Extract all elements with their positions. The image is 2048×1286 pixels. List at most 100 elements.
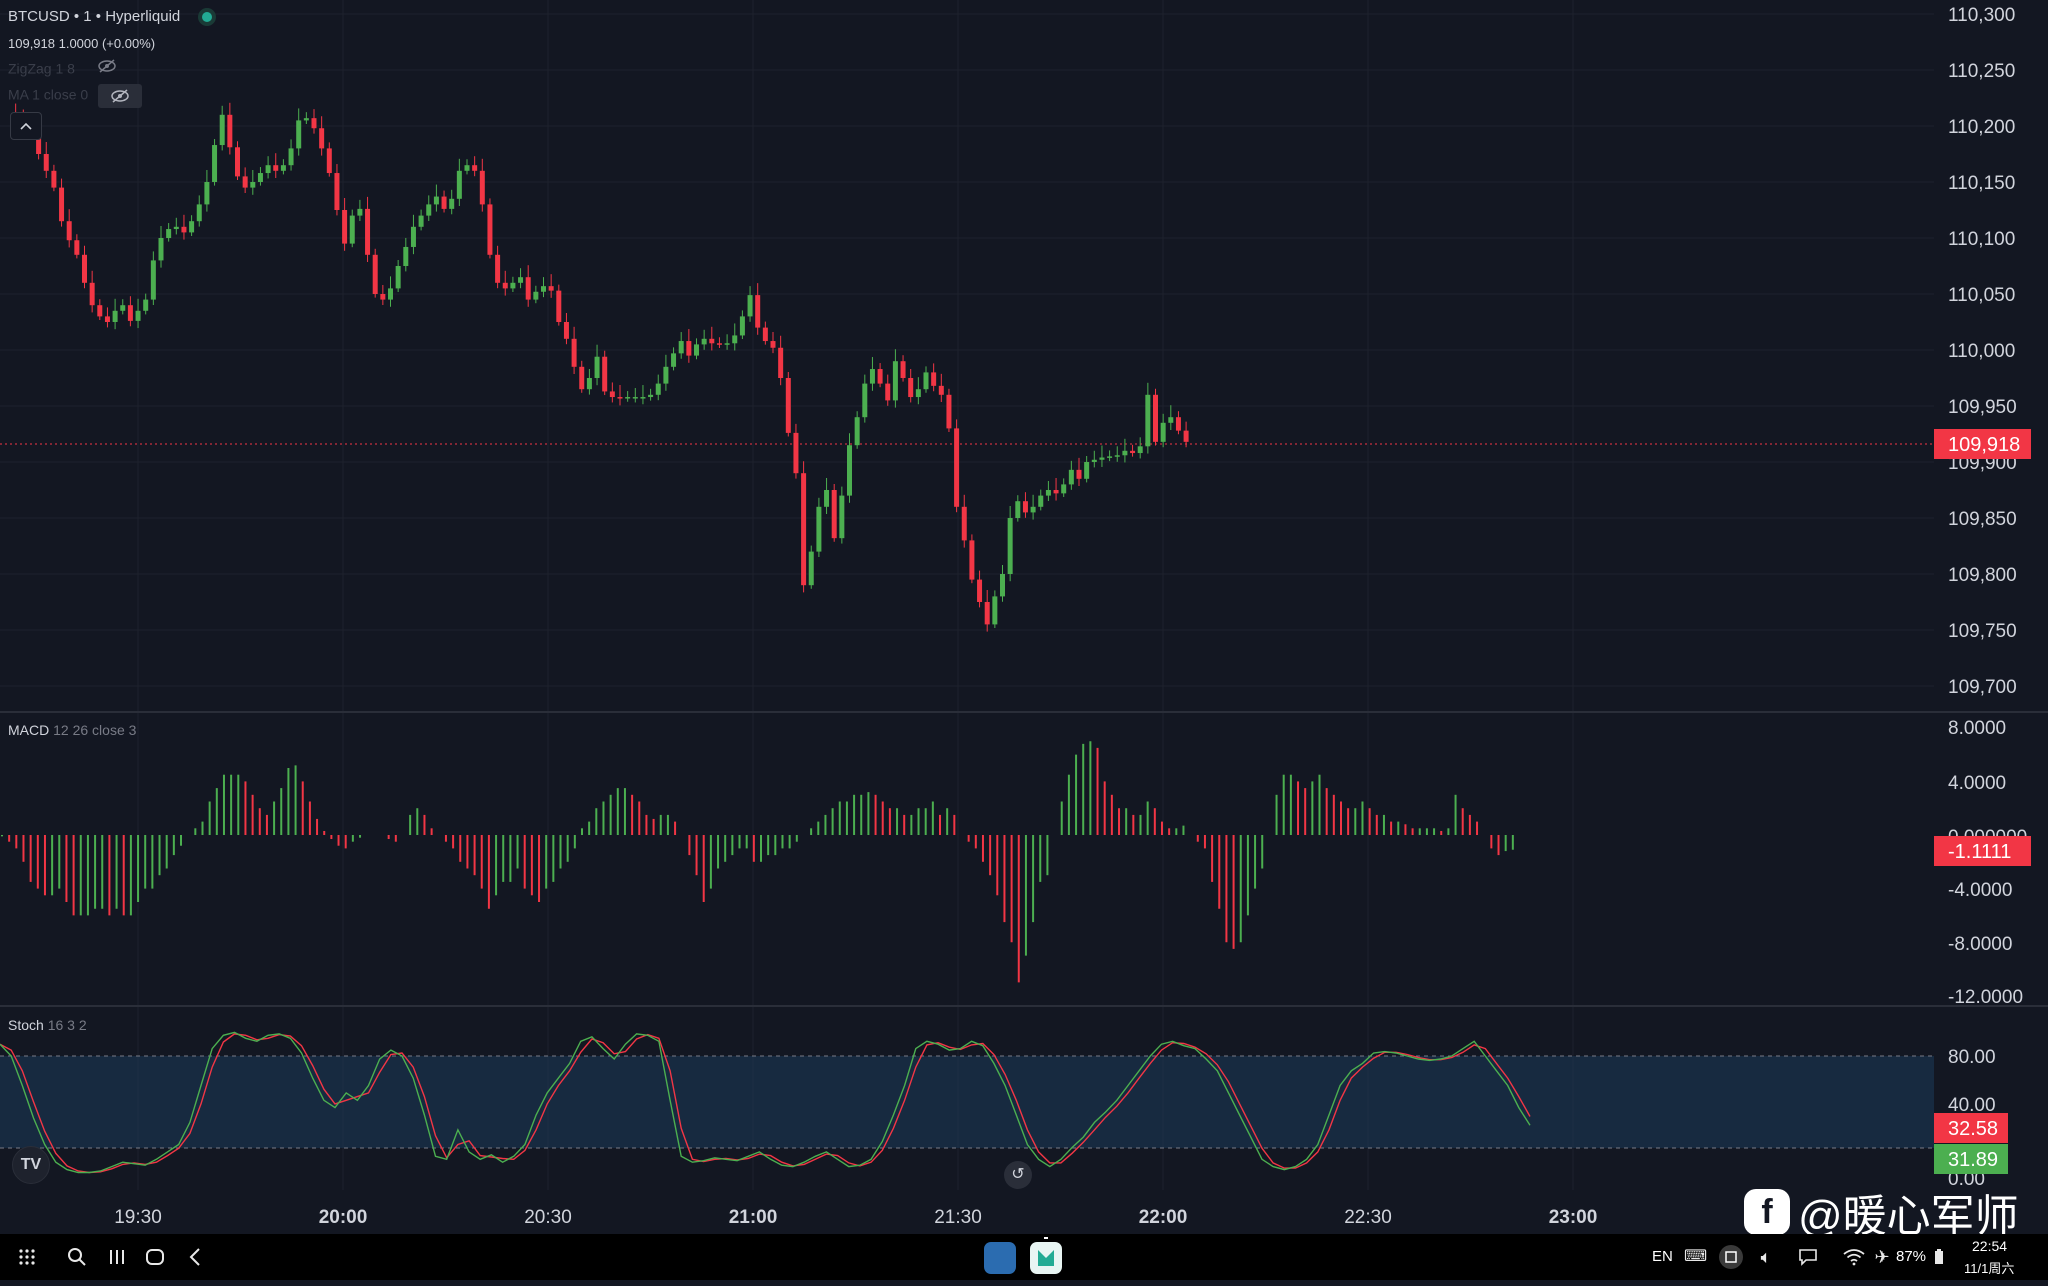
taskbar[interactable]: EN ⌨ 🔈︎ ✈ 87% 22:54 11/1周六 xyxy=(0,1234,2048,1280)
candle-body xyxy=(410,226,416,247)
chart-svg[interactable]: 110,300 110,250 110,200 110,150 110,100 110,0… xyxy=(0,0,2048,1234)
macd-legend[interactable]: MACD 12 26 close 3 xyxy=(8,722,136,738)
time-tick-label: 21:30 xyxy=(934,1207,982,1228)
notification-icon[interactable] xyxy=(1796,1234,1820,1280)
stoch-axis[interactable]: 80.00 40.00 0.00 xyxy=(1948,1047,1996,1190)
tradingview-app-icon[interactable] xyxy=(1030,1242,1062,1274)
candle-body xyxy=(862,383,868,418)
stoch-d-label: 31.89 xyxy=(1948,1149,1998,1171)
interval-label: • 1 • xyxy=(73,8,102,25)
candle-body xyxy=(1137,446,1143,454)
candle-body xyxy=(43,154,49,171)
candle-body xyxy=(112,310,118,322)
candle-body xyxy=(678,341,684,354)
candle-body xyxy=(273,165,279,171)
macd-axis[interactable]: 8.00004.00000.000000-4.0000-8.0000-12.00… xyxy=(1948,718,2027,1008)
candle-body xyxy=(1122,450,1128,456)
hidden-eye-icon[interactable] xyxy=(98,84,143,108)
watermark: f @暖心军师 xyxy=(1744,1180,2019,1244)
candle-body xyxy=(1168,417,1174,423)
price-tick-label: 110,300 xyxy=(1948,5,2015,26)
macd-histogram[interactable] xyxy=(1,741,1514,983)
candle-body xyxy=(938,385,944,395)
stoch-k-label: 32.58 xyxy=(1948,1118,1998,1140)
candle-body xyxy=(655,383,661,395)
screenshot-icon[interactable] xyxy=(1716,1234,1746,1280)
candle-body xyxy=(739,316,745,336)
clock-date[interactable]: 11/1周六 xyxy=(1964,1261,2015,1276)
candle-body xyxy=(831,490,837,539)
candle-body xyxy=(502,282,508,289)
status-dot-icon xyxy=(202,12,213,23)
collapse-legend-chevron-up-icon[interactable] xyxy=(10,112,42,140)
candle-body xyxy=(36,128,42,154)
clock-time[interactable]: 22:54 xyxy=(1972,1238,2008,1254)
macd-current-label: -1.1111 xyxy=(1948,841,2011,863)
candle-body xyxy=(579,366,585,390)
browser-app-icon[interactable] xyxy=(984,1242,1016,1274)
candle-body xyxy=(173,226,179,230)
symbol-name[interactable]: BTCUSD xyxy=(8,8,70,25)
home-icon[interactable] xyxy=(142,1234,168,1280)
candle-body xyxy=(97,305,103,317)
airplane-icon[interactable]: ✈ xyxy=(1874,1247,1890,1267)
app-grid-icon[interactable] xyxy=(14,1234,40,1280)
candle-body xyxy=(479,170,485,205)
candle-body xyxy=(556,290,562,322)
price-axis[interactable]: 110,300 110,250 110,200 110,150 110,100 110,0… xyxy=(1948,5,2017,698)
candle-body xyxy=(1084,462,1090,479)
candle-body xyxy=(1160,422,1166,442)
candle-body xyxy=(59,187,65,222)
candle-body xyxy=(235,147,240,177)
candle-body xyxy=(747,295,753,317)
zigzag-legend[interactable]: ZigZag 1 8 xyxy=(8,58,129,82)
back-icon[interactable] xyxy=(182,1234,208,1280)
candle-body xyxy=(74,240,80,255)
symbol-legend[interactable]: BTCUSD • 1 • Hyperliquid xyxy=(8,8,213,25)
candle-body xyxy=(288,148,294,166)
chart-area[interactable]: 110,300 110,250 110,200 110,150 110,100 110,0… xyxy=(0,0,2048,1241)
language-indicator[interactable]: EN xyxy=(1652,1248,1673,1265)
battery-icon[interactable] xyxy=(1932,1234,1946,1280)
candle-body xyxy=(1038,495,1044,507)
recent-apps-icon[interactable] xyxy=(104,1234,130,1280)
price-tick-label: 109,800 xyxy=(1948,565,2017,586)
candle-body xyxy=(1068,469,1074,485)
last-price-label-box xyxy=(1934,429,2031,459)
wifi-icon[interactable] xyxy=(1842,1234,1866,1280)
search-icon[interactable] xyxy=(64,1234,90,1280)
candle-body xyxy=(303,118,309,121)
candle-body xyxy=(602,356,608,392)
ma-legend[interactable]: MA 1 close 0 xyxy=(8,84,143,108)
candle-body xyxy=(388,288,393,300)
candle-body xyxy=(1053,490,1059,494)
candlestick-series[interactable] xyxy=(13,102,1189,632)
time-axis[interactable]: 19:30 20:00 20:30 21:00 21:30 22:00 22:30 23:00 xyxy=(114,1207,1597,1228)
candle-body xyxy=(785,378,791,433)
candle-body xyxy=(1153,394,1158,442)
candle-body xyxy=(885,383,891,401)
candle-body xyxy=(127,305,133,321)
candle-body xyxy=(189,221,195,233)
candle-body xyxy=(166,229,172,238)
candle-body xyxy=(89,282,95,306)
candle-body xyxy=(900,361,906,378)
candle-body xyxy=(1076,469,1082,479)
last-price-label: 109,918 xyxy=(1948,434,2020,456)
candle-body xyxy=(892,361,898,401)
hidden-eye-icon[interactable] xyxy=(85,58,129,82)
time-tick-label: 19:30 xyxy=(114,1207,162,1228)
tradingview-logo-icon[interactable]: TV xyxy=(12,1146,50,1184)
reset-chart-icon[interactable]: ↺ xyxy=(1004,1161,1032,1189)
candle-body xyxy=(954,428,960,507)
keyboard-icon[interactable]: ⌨ xyxy=(1684,1248,1708,1265)
stoch-lines[interactable] xyxy=(0,1031,1531,1174)
macd-current-label-box xyxy=(1934,836,2031,866)
candle-body xyxy=(433,196,439,205)
stoch-legend[interactable]: Stoch 16 3 2 xyxy=(8,1017,87,1033)
candle-body xyxy=(992,596,998,625)
candle-body xyxy=(961,506,967,541)
candle-body xyxy=(326,148,332,174)
candle-body xyxy=(158,238,164,261)
volume-icon[interactable]: 🔈︎ xyxy=(1760,1247,1772,1267)
